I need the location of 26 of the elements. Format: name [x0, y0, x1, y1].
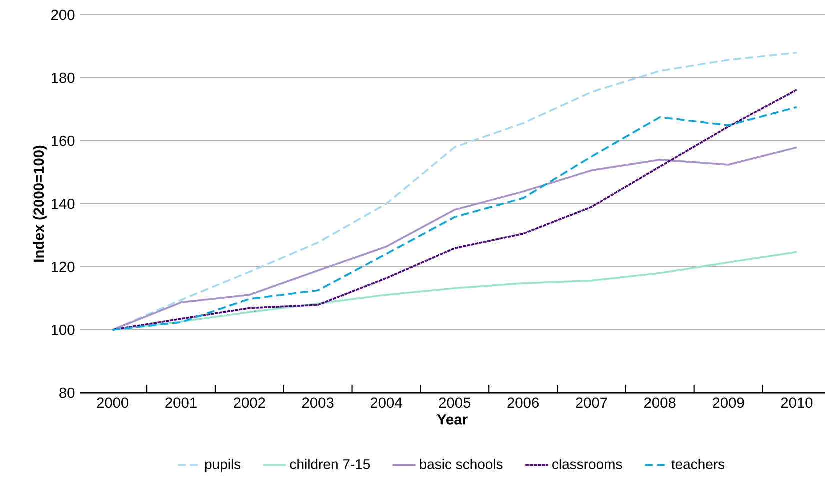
x-tick-label: 2008	[644, 398, 676, 408]
y-tick-label: 100	[52, 324, 75, 336]
x-tick-label: 2002	[234, 398, 266, 408]
x-axis-title: Year	[437, 414, 468, 425]
x-tick-label: 2007	[576, 398, 608, 408]
x-tick-label: 2009	[712, 398, 744, 408]
legend-label: children 7-15	[290, 459, 370, 470]
x-tick-label: 2001	[166, 398, 197, 408]
y-tick-label: 180	[52, 72, 75, 84]
y-tick-label: 80	[60, 388, 75, 398]
legend-label: basic schools	[420, 459, 503, 470]
x-tick-label: 2004	[370, 398, 402, 408]
y-axis-title: Index (2000=100)	[33, 146, 47, 262]
legend-label: pupils	[205, 459, 241, 472]
x-tick-label: 2006	[508, 398, 539, 408]
line-series	[112, 146, 798, 331]
x-tick-label: 2003	[302, 398, 334, 408]
x-tick-label: 2005	[439, 398, 471, 408]
legend-label: classrooms	[552, 459, 622, 470]
y-tick-label: 200	[52, 10, 75, 20]
x-tick-label: 2010	[781, 398, 813, 408]
x-tick-label: 2000	[97, 398, 129, 408]
y-tick-label: 120	[52, 262, 75, 272]
legend-label: teachers	[672, 459, 725, 470]
y-tick-label: 160	[52, 136, 75, 146]
y-tick-label: 140	[52, 198, 75, 210]
